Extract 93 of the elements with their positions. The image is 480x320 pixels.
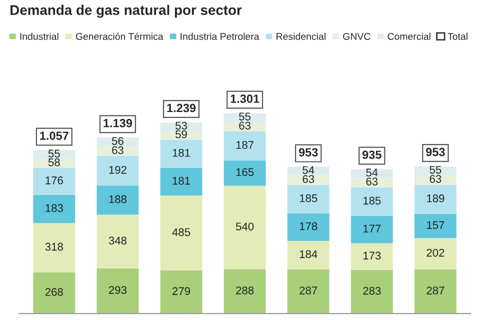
data-label: 58 <box>48 158 60 166</box>
data-label: 178 <box>300 222 318 230</box>
data-label: 173 <box>363 252 381 260</box>
total-label: 1.057 <box>40 132 68 140</box>
data-label: 157 <box>427 221 444 229</box>
data-label: 279 <box>172 287 190 296</box>
data-label: 63 <box>430 174 442 183</box>
bar <box>350 216 393 244</box>
bar <box>414 166 456 175</box>
bar <box>160 140 202 168</box>
data-label: 56 <box>112 137 124 145</box>
data-label: 55 <box>239 112 251 120</box>
text: Total <box>448 32 468 40</box>
total-label: 935 <box>362 150 382 159</box>
data-label: 287 <box>426 286 444 294</box>
bar <box>414 238 456 270</box>
data-label: 287 <box>300 286 318 294</box>
bar <box>287 184 330 214</box>
data-label: 181 <box>172 176 190 185</box>
bar <box>33 150 76 159</box>
bar <box>414 184 456 214</box>
total-label: 1.301 <box>230 94 260 103</box>
data-label: 540 <box>236 222 254 230</box>
bar <box>33 223 76 272</box>
legend-label: Comercial <box>388 32 430 40</box>
bar <box>96 146 139 156</box>
bar <box>414 214 456 238</box>
data-label: 192 <box>109 166 126 174</box>
data-label: 184 <box>300 250 318 258</box>
data-label: 293 <box>108 286 126 294</box>
data-label: 63 <box>302 175 314 183</box>
bar <box>350 270 393 314</box>
data-label: 348 <box>108 236 126 244</box>
data-label: 63 <box>112 146 124 154</box>
bar <box>287 175 330 185</box>
bar <box>96 186 139 215</box>
bar <box>96 156 139 186</box>
data-label: 188 <box>109 195 126 204</box>
data-label: 55 <box>430 166 442 174</box>
bar <box>224 269 266 314</box>
bar <box>96 214 139 268</box>
data-label: 185 <box>363 196 381 205</box>
data-label: 187 <box>236 141 254 149</box>
data-label: 202 <box>426 248 444 257</box>
bar <box>350 243 393 270</box>
legend-label: Generación Térmica <box>76 32 164 40</box>
bar <box>287 240 330 270</box>
data-label: 268 <box>45 288 63 296</box>
bar <box>160 168 202 196</box>
bar <box>160 130 202 140</box>
data-label: 485 <box>172 228 190 236</box>
bar <box>224 186 266 270</box>
data-label: 54 <box>302 166 314 174</box>
data-label: 63 <box>239 122 250 130</box>
data-label: 176 <box>46 176 63 184</box>
legend-label: GNVC <box>343 33 370 40</box>
total-label: 953 <box>298 148 318 156</box>
data-label: 185 <box>300 194 318 202</box>
legend-label: Industria Petrolera <box>180 32 260 40</box>
bar <box>287 213 330 241</box>
legend-label: Residencial <box>276 32 326 40</box>
data-label: 189 <box>427 194 444 202</box>
bar <box>33 168 76 195</box>
data-label: 177 <box>363 224 381 232</box>
bar <box>96 138 139 146</box>
total-label: 953 <box>426 148 445 156</box>
total-label: 1.239 <box>167 104 196 112</box>
bar <box>350 178 393 188</box>
bar <box>287 269 330 314</box>
data-label: 55 <box>48 150 60 158</box>
data-label: 283 <box>363 286 381 295</box>
chart-title: Demanda de gas natural por sector <box>10 4 242 18</box>
bar <box>224 131 266 160</box>
bar <box>224 160 266 186</box>
data-label: 181 <box>172 148 190 157</box>
data-label: 53 <box>176 122 187 130</box>
data-label: 54 <box>366 168 378 176</box>
bar <box>33 272 76 314</box>
bar <box>96 268 139 314</box>
data-label: 59 <box>176 130 187 138</box>
data-label: 318 <box>45 242 63 251</box>
data-label: 183 <box>46 204 63 212</box>
bar <box>160 196 202 271</box>
bar <box>224 122 266 132</box>
data-label: 288 <box>236 286 254 294</box>
bar <box>350 187 393 216</box>
total-label: 1.139 <box>104 118 132 128</box>
legend-label: Industrial <box>20 32 58 40</box>
bar <box>33 194 76 224</box>
bar <box>414 269 456 314</box>
data-label: 63 <box>366 178 378 186</box>
data-label: 165 <box>236 168 254 176</box>
bar <box>160 270 202 314</box>
